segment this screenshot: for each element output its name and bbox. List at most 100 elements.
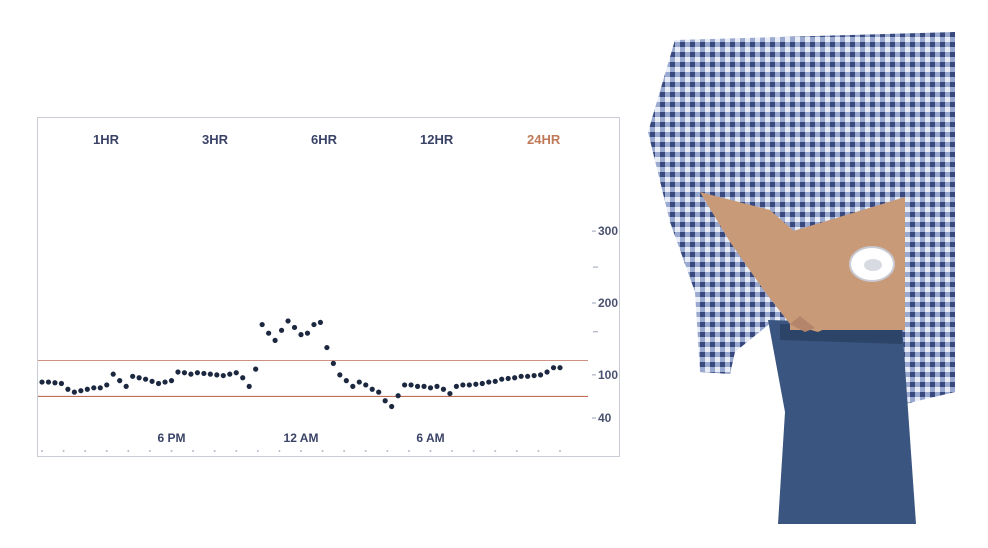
glucose-point (382, 398, 388, 404)
glucose-point (143, 376, 149, 382)
tab-12hr[interactable]: 12HR (420, 132, 454, 147)
glucose-point (447, 390, 453, 397)
glucose-point (162, 379, 168, 385)
glucose-point (479, 380, 485, 387)
x-minor-tick (407, 450, 410, 452)
glucose-point (291, 324, 298, 331)
x-minor-tick (300, 450, 302, 452)
glucose-point (304, 330, 311, 336)
glucose-point (45, 379, 52, 385)
glucose-point (525, 373, 531, 379)
glucose-point (285, 318, 291, 324)
glucose-point (278, 327, 285, 333)
glucose-point (376, 389, 382, 395)
glucose-point (512, 375, 518, 381)
x-minor-tick (41, 450, 43, 452)
glucose-point (466, 382, 472, 388)
glucose-point (330, 360, 336, 366)
x-minor-tick (537, 450, 540, 452)
glucose-point (544, 369, 550, 375)
person-photo (648, 32, 955, 524)
glucose-point (201, 370, 207, 377)
x-minor-tick (148, 450, 151, 452)
tab-3hr[interactable]: 3HR (202, 132, 229, 147)
glucose-point (52, 380, 58, 386)
glucose-point (505, 375, 511, 382)
glucose-point (317, 319, 324, 326)
tab-6hr[interactable]: 6HR (311, 132, 338, 147)
glucose-point (408, 382, 414, 388)
chart-panel: 1HR 3HR 6HR 12HR 24HR 40 100 200 300 6 PM 12 … (37, 117, 620, 457)
x-minor-tick (321, 450, 324, 452)
x-minor-tick (278, 450, 281, 452)
glucose-point (136, 375, 142, 381)
y-tick-label: 40 (598, 411, 612, 425)
x-minor-tick (559, 450, 561, 452)
x-minor-tick (235, 450, 238, 452)
glucose-point (427, 385, 434, 391)
glucose-point (130, 373, 136, 379)
glucose-point (518, 373, 524, 379)
glucose-point (440, 386, 447, 392)
glucose-point (110, 371, 116, 377)
glucose-point (91, 385, 97, 391)
x-minor-tick (343, 450, 346, 452)
x-minor-tick (170, 450, 173, 452)
x-minor-tick (515, 450, 518, 452)
x-minor-tick (494, 450, 497, 452)
glucose-point (356, 379, 362, 385)
glucose-point (460, 382, 466, 388)
x-minor-tick (472, 450, 475, 452)
x-minor-tick (192, 450, 195, 452)
tab-1hr[interactable]: 1HR (93, 132, 120, 147)
glucose-point (71, 389, 77, 395)
glucose-point (181, 370, 188, 376)
glucose-point (311, 321, 317, 328)
glucose-point (246, 383, 252, 389)
x-minor-tick (429, 450, 432, 452)
glucose-point (473, 381, 479, 387)
glucose-point (531, 372, 537, 379)
glucose-point (453, 383, 459, 389)
glucose-point (168, 378, 175, 384)
x-tick-label: 6 PM (157, 431, 185, 445)
glucose-point (194, 370, 200, 376)
glucose-point (266, 330, 272, 336)
x-minor-tick (84, 450, 87, 452)
glucose-point (220, 372, 226, 379)
glucose-point (389, 403, 395, 410)
x-minor-tick (256, 450, 259, 452)
glucose-point (343, 378, 349, 384)
y-tick-label: 200 (598, 296, 618, 310)
glucose-point (434, 383, 440, 389)
glucose-point (188, 371, 194, 377)
glucose-point (117, 378, 123, 384)
glucose-point (97, 385, 103, 391)
glucose-point (369, 386, 375, 392)
glucose-point (350, 383, 356, 389)
glucose-point (240, 375, 246, 381)
glucose-point (402, 382, 408, 388)
glucose-point (272, 337, 278, 343)
x-minor-tick (127, 450, 130, 452)
x-minor-tick (451, 450, 454, 452)
glucose-point (175, 369, 181, 375)
glucose-point (298, 332, 304, 338)
glucose-point (557, 365, 563, 371)
glucose-point (414, 383, 421, 389)
glucose-point (149, 378, 155, 384)
tab-24hr[interactable]: 24HR (527, 132, 561, 147)
glucose-point (84, 386, 90, 392)
x-minor-tick (105, 450, 108, 452)
glucose-point (395, 393, 401, 399)
glucose-point (207, 371, 213, 377)
glucose-point (78, 388, 84, 394)
glucose-point (155, 380, 162, 387)
glucose-point (324, 344, 330, 351)
glucose-point (104, 382, 110, 388)
x-tick-label: 12 AM (284, 431, 319, 445)
glucose-point (486, 379, 492, 385)
glucose-point (58, 380, 65, 387)
glucose-point (39, 379, 45, 385)
glucose-point (337, 372, 343, 378)
